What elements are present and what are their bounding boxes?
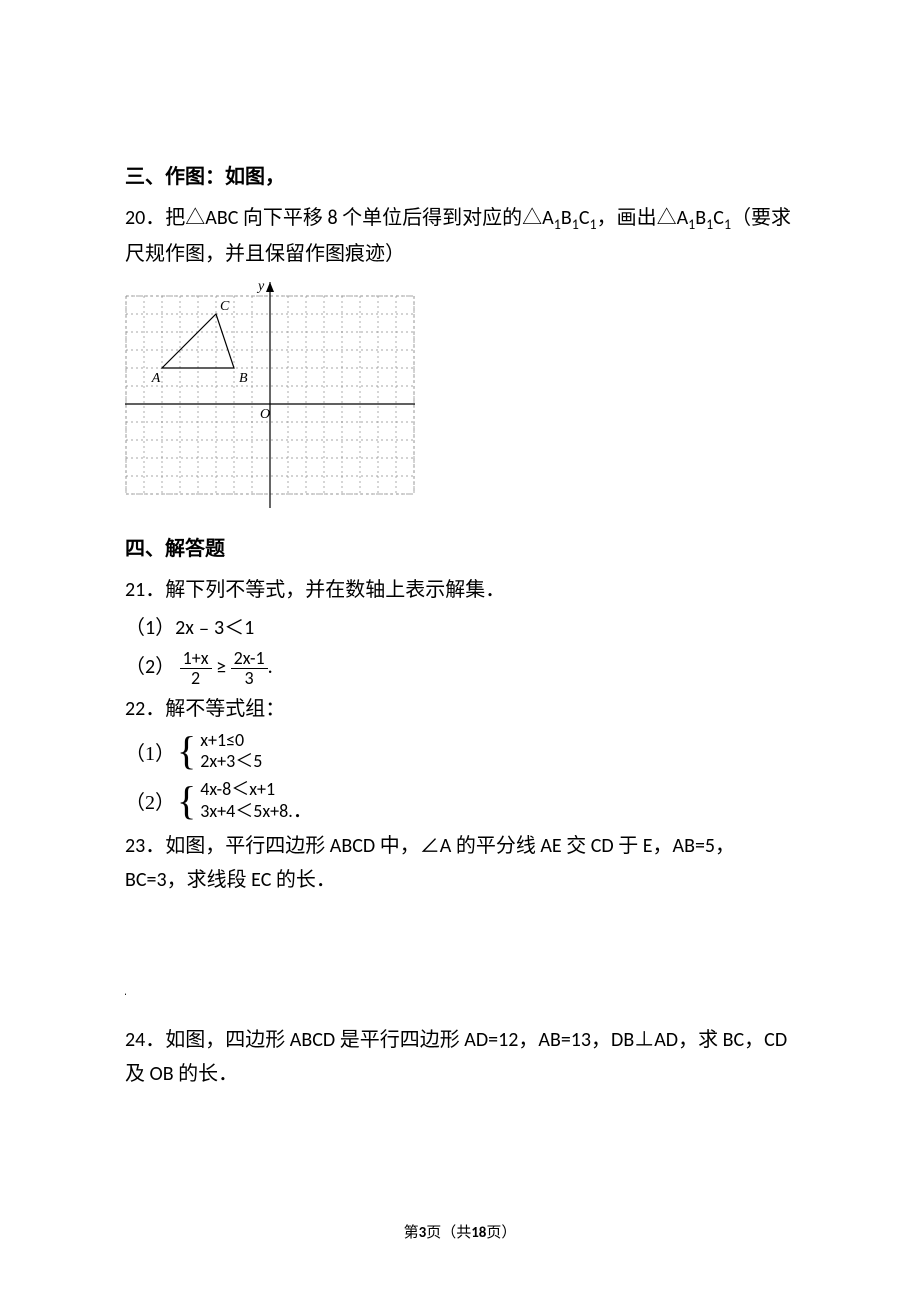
q20-b1: B	[561, 206, 572, 230]
q21-p1: （1）2x﹣3＜1	[125, 611, 795, 645]
q23-svg: ABCDE	[125, 905, 126, 1000]
footer-suf: 页）	[486, 1225, 516, 1241]
svg-text:C: C	[220, 299, 230, 314]
q20-mid2: 个单位后得到对应的△	[338, 206, 543, 230]
page-footer: 第3页（共18页）	[0, 1221, 920, 1242]
q20-c1bs: 1	[724, 216, 731, 233]
q20-c1b: C	[713, 206, 724, 230]
q22-p2-label: （2）	[125, 786, 175, 815]
q21-p2-frac1-den: 2	[180, 669, 212, 688]
svg-text:A: A	[151, 371, 161, 386]
q20-mid1: 向下平移	[238, 206, 327, 230]
q21-p2-frac2-num: 2x-1	[231, 649, 268, 669]
q21-p2-label: （2）	[125, 655, 175, 679]
q20-b1b: B	[695, 206, 706, 230]
q24-text: 24．如图，四边形 ABCD 是平行四边形 AD=12，AB=13，DB⊥AD，…	[125, 1023, 795, 1091]
q22-p2-cases: 4x-8＜x+1 3x+4＜5x+8.	[200, 779, 293, 823]
q21-stem: 21．解下列不等式，并在数轴上表示解集．	[125, 573, 795, 607]
q20-grid-figure: xyOABC	[125, 279, 795, 514]
q21-p2-op: ≥	[216, 655, 226, 679]
q21-p2-frac2-den: 3	[231, 669, 268, 688]
q20-num: 8	[327, 206, 337, 230]
section3-heading: 三、作图：如图，	[125, 160, 795, 189]
q21-p1-expr: 2x﹣3＜1	[175, 616, 254, 640]
footer-pre: 第	[404, 1225, 419, 1241]
q20-text: 20．把△ABC 向下平移 8 个单位后得到对应的△A1B1C1，画出△A1B1…	[125, 201, 795, 271]
brace-icon: {	[177, 731, 196, 771]
svg-text:A: A	[125, 983, 126, 999]
brace-icon: {	[177, 781, 196, 821]
q20-grid-svg: xyOABC	[125, 279, 415, 509]
footer-mid: 页（共	[426, 1225, 471, 1241]
q20-a1: A	[542, 206, 554, 230]
q21-p2-frac1-num: 1+x	[180, 649, 212, 669]
q23-figure: ABCDE	[125, 905, 795, 1005]
q22-p2-line2: 3x+4＜5x+8.	[200, 801, 293, 823]
svg-text:B: B	[239, 371, 248, 386]
section4-heading: 四、解答题	[125, 532, 795, 561]
q22-p2: （2） { 4x-8＜x+1 3x+4＜5x+8. ．	[125, 779, 795, 823]
q20-pre: 20．把△	[125, 206, 205, 230]
q21-p2-frac2: 2x-1 3	[231, 649, 268, 688]
q22-stem: 22．解不等式组：	[125, 692, 795, 726]
q20-c1: C	[579, 206, 590, 230]
q20-mid3: ，画出△	[597, 206, 677, 230]
q21-p2-frac1: 1+x 2	[180, 649, 212, 688]
svg-text:O: O	[260, 407, 270, 422]
q22-p1-line2: 2x+3＜5	[200, 751, 262, 773]
q22-p1-label: （1）	[125, 737, 175, 766]
q22-tail: ．	[293, 794, 313, 823]
q22-p1: （1） { x+1≤0 2x+3＜5	[125, 730, 795, 774]
q20-a1s: 1	[554, 216, 561, 233]
q21-p1-label: （1）	[125, 616, 175, 640]
q22-p2-line1: 4x-8＜x+1	[200, 779, 293, 801]
q21-p2-tail: .	[268, 655, 273, 679]
q22-p1-line1: x+1≤0	[200, 730, 262, 752]
svg-text:y: y	[256, 279, 265, 294]
q23-text: 23．如图，平行四边形 ABCD 中，∠A 的平分线 AE 交 CD 于 E，A…	[125, 829, 795, 897]
q20-b1s: 1	[572, 216, 579, 233]
footer-total: 18	[471, 1224, 486, 1242]
q20-abc: ABC	[205, 206, 238, 230]
q20-a1b: A	[677, 206, 689, 230]
q20-c1s: 1	[589, 216, 596, 233]
q22-p1-cases: x+1≤0 2x+3＜5	[200, 730, 262, 774]
q21-p2: （2） 1+x 2 ≥ 2x-1 3 .	[125, 649, 795, 688]
